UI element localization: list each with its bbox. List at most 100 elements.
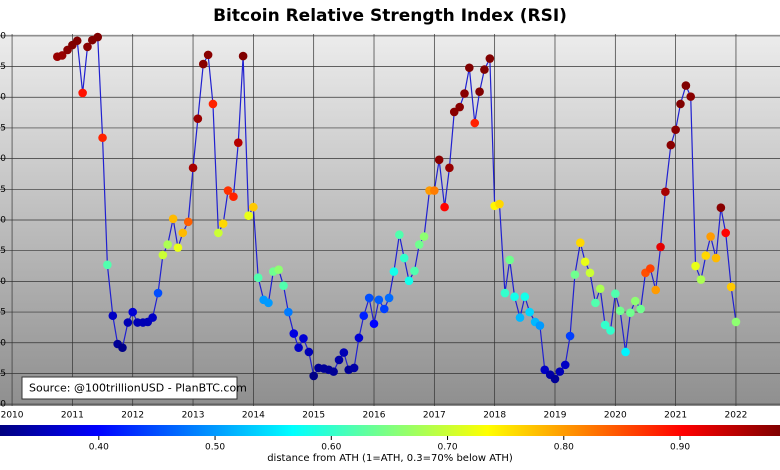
rsi-point xyxy=(726,282,736,292)
rsi-point xyxy=(72,36,82,46)
rsi-point xyxy=(419,232,429,241)
y-tick-label: 40 xyxy=(0,400,6,410)
rsi-point xyxy=(500,288,510,298)
rsi-point xyxy=(661,187,670,197)
x-tick-label: 2022 xyxy=(725,411,748,421)
rsi-point xyxy=(520,292,530,302)
rsi-point xyxy=(193,114,203,124)
rsi-point xyxy=(585,268,595,278)
rsi-point xyxy=(570,270,580,279)
rsi-point xyxy=(369,319,379,329)
rsi-point xyxy=(595,284,605,294)
y-tick-label: 45 xyxy=(0,369,6,379)
rsi-point xyxy=(621,347,630,357)
rsi-point xyxy=(163,240,173,249)
rsi-point xyxy=(349,363,359,373)
y-tick-label: 80 xyxy=(0,154,6,164)
rsi-point xyxy=(183,217,193,227)
rsi-point xyxy=(203,50,213,60)
rsi-point xyxy=(395,230,404,240)
y-tick-label: 55 xyxy=(0,308,6,318)
rsi-point xyxy=(289,329,299,338)
rsi-point xyxy=(284,307,293,317)
rsi-point xyxy=(374,295,384,305)
rsi-point xyxy=(329,367,338,376)
colorbar-tick-label: 0.80 xyxy=(554,443,574,453)
x-tick-label: 2021 xyxy=(664,411,687,421)
x-tick-label: 2016 xyxy=(363,411,386,421)
rsi-point xyxy=(214,228,223,238)
colorbar-tick-label: 0.60 xyxy=(321,443,341,453)
x-tick-label: 2014 xyxy=(242,411,265,421)
rsi-point xyxy=(565,331,575,341)
y-tick-label: 85 xyxy=(0,123,6,133)
colorbar-tick-label: 0.70 xyxy=(438,443,458,453)
rsi-point xyxy=(716,203,726,213)
rsi-point xyxy=(535,321,545,330)
rsi-point xyxy=(399,253,409,263)
x-tick-label: 2019 xyxy=(544,411,567,421)
colorbar-label: distance from ATH (1=ATH, 0.3=70% below … xyxy=(267,453,513,464)
rsi-point xyxy=(480,65,489,74)
rsi-point xyxy=(339,348,349,357)
rsi-point xyxy=(630,296,640,306)
rsi-point xyxy=(626,308,635,317)
rsi-point xyxy=(299,334,308,343)
rsi-point xyxy=(485,54,495,63)
rsi-point xyxy=(208,99,218,109)
rsi-point xyxy=(103,260,112,270)
rsi-point xyxy=(706,232,715,241)
rsi-point xyxy=(238,51,248,61)
rsi-point xyxy=(123,318,133,327)
rsi-point xyxy=(721,228,731,238)
rsi-point xyxy=(158,250,168,260)
rsi-point xyxy=(525,307,534,317)
rsi-point xyxy=(153,288,163,298)
y-tick-label: 50 xyxy=(0,338,6,348)
rsi-point xyxy=(253,273,263,283)
rsi-point xyxy=(78,88,87,98)
rsi-point xyxy=(510,292,519,302)
rsi-point xyxy=(671,125,680,135)
rsi-point xyxy=(434,155,444,165)
rsi-point xyxy=(229,192,238,201)
rsi-point xyxy=(188,163,198,173)
rsi-point xyxy=(233,138,243,147)
y-tick-label: 95 xyxy=(0,62,6,72)
rsi-point xyxy=(309,371,318,381)
x-tick-label: 2011 xyxy=(61,411,84,421)
rsi-point xyxy=(606,326,615,335)
rsi-point xyxy=(686,92,696,101)
rsi-point xyxy=(475,87,484,97)
rsi-point xyxy=(83,42,92,52)
rsi-point xyxy=(294,343,303,352)
rsi-point xyxy=(249,202,258,212)
x-tick-label: 2013 xyxy=(182,411,205,421)
rsi-point xyxy=(279,281,288,290)
chart-title: Bitcoin Relative Strength Index (RSI) xyxy=(213,6,567,26)
rsi-point xyxy=(57,51,67,60)
rsi-point xyxy=(580,257,590,267)
annotation: Source: @100trillionUSD - PlanBTC.com xyxy=(29,382,247,395)
x-tick-label: 2017 xyxy=(423,411,446,421)
rsi-point xyxy=(465,63,474,73)
rsi-point xyxy=(681,81,691,90)
rsi-point xyxy=(198,59,208,69)
rsi-point xyxy=(646,264,655,273)
y-tick-label: 75 xyxy=(0,185,6,195)
rsi-point xyxy=(691,261,700,271)
rsi-point xyxy=(731,317,741,327)
rsi-point xyxy=(495,199,504,209)
rsi-point xyxy=(178,228,188,238)
x-tick-label: 2018 xyxy=(483,411,506,421)
y-tick-label: 65 xyxy=(0,246,6,256)
x-tick-label: 2010 xyxy=(1,411,24,421)
rsi-point xyxy=(223,186,233,195)
rsi-point xyxy=(696,275,706,284)
x-tick-label: 2020 xyxy=(604,411,627,421)
rsi-point xyxy=(389,267,399,276)
rsi-point xyxy=(701,251,711,260)
colorbar-tick-label: 0.50 xyxy=(205,443,225,453)
rsi-point xyxy=(168,214,178,224)
rsi-point xyxy=(676,99,685,109)
